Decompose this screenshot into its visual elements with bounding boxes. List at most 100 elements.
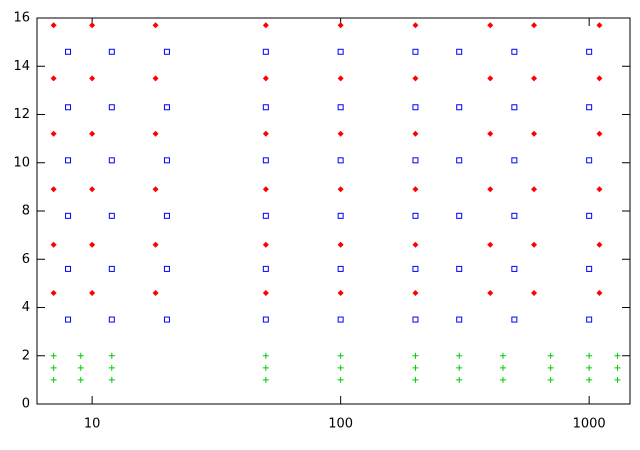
point xyxy=(50,376,57,383)
point xyxy=(337,104,344,111)
point xyxy=(596,290,603,297)
point xyxy=(152,22,159,29)
point xyxy=(596,75,603,82)
point xyxy=(337,316,344,323)
point xyxy=(65,157,72,164)
point xyxy=(412,265,419,272)
point xyxy=(77,364,84,371)
point xyxy=(586,352,593,359)
point xyxy=(412,212,419,219)
point xyxy=(586,265,593,272)
point xyxy=(456,364,463,371)
point xyxy=(152,75,159,82)
point xyxy=(262,364,269,371)
point xyxy=(262,186,269,193)
point xyxy=(65,48,72,55)
point xyxy=(108,265,115,272)
point xyxy=(456,316,463,323)
y-tick-label: 16 xyxy=(13,11,30,26)
point xyxy=(586,376,593,383)
point xyxy=(547,376,554,383)
point xyxy=(262,22,269,29)
point xyxy=(596,130,603,137)
point xyxy=(586,48,593,55)
point xyxy=(262,241,269,248)
point xyxy=(108,157,115,164)
point xyxy=(50,241,57,248)
point xyxy=(547,364,554,371)
point xyxy=(262,265,269,272)
point xyxy=(50,364,57,371)
point xyxy=(262,157,269,164)
point xyxy=(77,352,84,359)
point xyxy=(614,364,621,371)
point xyxy=(412,316,419,323)
point xyxy=(262,48,269,55)
y-tick-label: 0 xyxy=(22,397,30,412)
point xyxy=(511,48,518,55)
point xyxy=(487,186,494,193)
point xyxy=(412,22,419,29)
point xyxy=(89,290,96,297)
x-tick-label: 1000 xyxy=(573,417,606,432)
point xyxy=(337,265,344,272)
point xyxy=(487,22,494,29)
point xyxy=(337,130,344,137)
point xyxy=(262,130,269,137)
point xyxy=(50,75,57,82)
point xyxy=(456,48,463,55)
point xyxy=(108,364,115,371)
point xyxy=(586,104,593,111)
point xyxy=(152,186,159,193)
point xyxy=(337,48,344,55)
point xyxy=(614,376,621,383)
point xyxy=(65,265,72,272)
point xyxy=(531,290,538,297)
point xyxy=(337,22,344,29)
point xyxy=(614,352,621,359)
point xyxy=(531,186,538,193)
point xyxy=(152,241,159,248)
point xyxy=(108,376,115,383)
point xyxy=(586,157,593,164)
point xyxy=(50,130,57,137)
point xyxy=(412,352,419,359)
point xyxy=(108,104,115,111)
point xyxy=(531,22,538,29)
point xyxy=(337,241,344,248)
point xyxy=(108,212,115,219)
point xyxy=(531,241,538,248)
point xyxy=(163,265,170,272)
point xyxy=(412,104,419,111)
point xyxy=(50,22,57,29)
point xyxy=(77,376,84,383)
y-tick-label: 10 xyxy=(13,155,30,170)
point xyxy=(412,75,419,82)
point xyxy=(586,316,593,323)
point xyxy=(511,265,518,272)
point xyxy=(412,290,419,297)
point xyxy=(456,157,463,164)
x-tick-label: 100 xyxy=(328,417,353,432)
point xyxy=(337,290,344,297)
point xyxy=(337,186,344,193)
plot-frame xyxy=(36,17,631,405)
point xyxy=(499,364,506,371)
point xyxy=(412,364,419,371)
point xyxy=(89,241,96,248)
point xyxy=(108,352,115,359)
point xyxy=(337,352,344,359)
point xyxy=(511,316,518,323)
point xyxy=(511,104,518,111)
point xyxy=(262,104,269,111)
point xyxy=(163,316,170,323)
point xyxy=(262,212,269,219)
point xyxy=(487,290,494,297)
point xyxy=(337,157,344,164)
point xyxy=(65,316,72,323)
point xyxy=(163,104,170,111)
point xyxy=(152,130,159,137)
point xyxy=(262,352,269,359)
